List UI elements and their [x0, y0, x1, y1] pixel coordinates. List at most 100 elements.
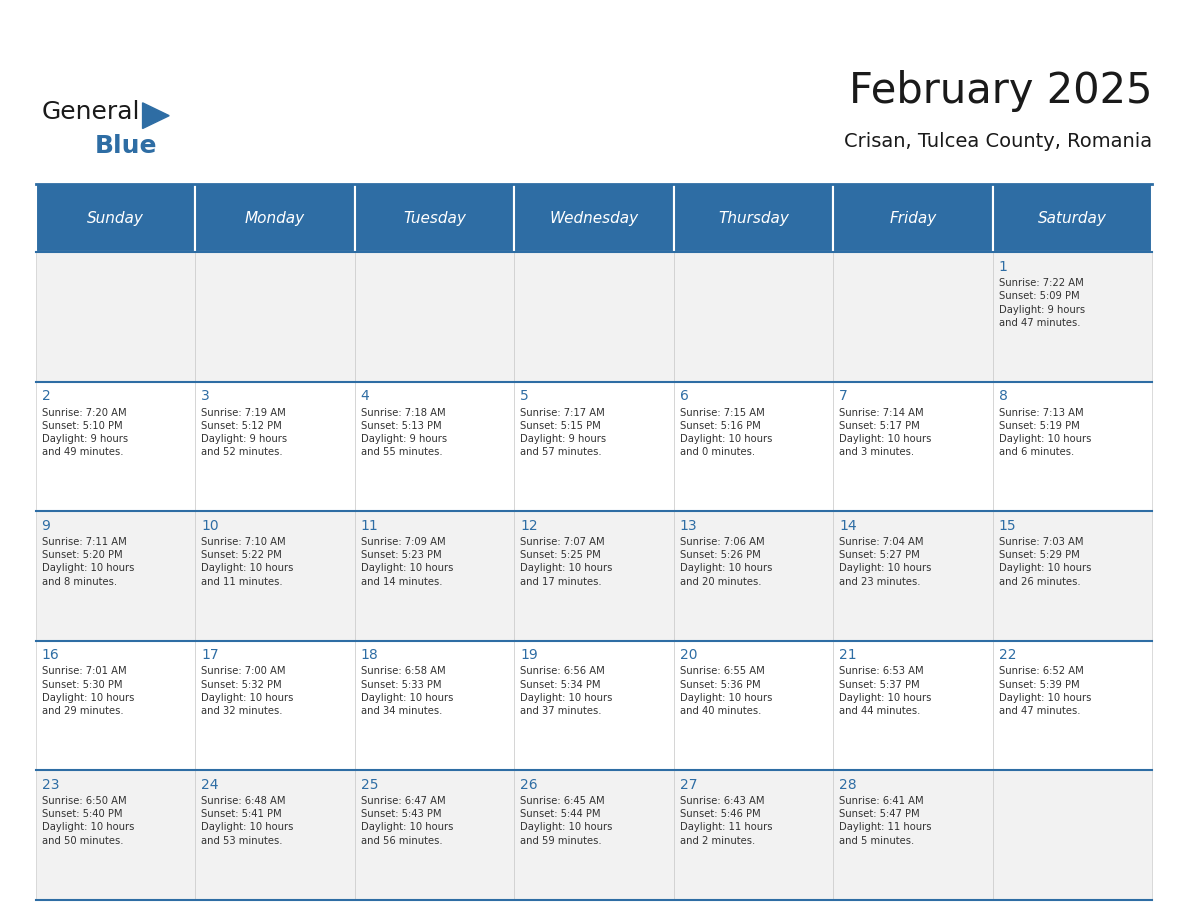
Bar — [355, 511, 514, 641]
Text: Sunrise: 6:53 AM
Sunset: 5:37 PM
Daylight: 10 hours
and 44 minutes.: Sunrise: 6:53 AM Sunset: 5:37 PM Dayligh… — [839, 666, 931, 716]
Text: Sunrise: 6:52 AM
Sunset: 5:39 PM
Daylight: 10 hours
and 47 minutes.: Sunrise: 6:52 AM Sunset: 5:39 PM Dayligh… — [999, 666, 1091, 716]
Bar — [833, 382, 993, 511]
Text: 14: 14 — [839, 519, 857, 532]
Text: Saturday: Saturday — [1038, 210, 1107, 226]
Text: Sunrise: 7:22 AM
Sunset: 5:09 PM
Daylight: 9 hours
and 47 minutes.: Sunrise: 7:22 AM Sunset: 5:09 PM Dayligh… — [999, 278, 1085, 328]
Bar — [355, 252, 514, 382]
Bar — [993, 184, 1152, 252]
Text: 19: 19 — [520, 648, 538, 662]
Text: Sunrise: 7:04 AM
Sunset: 5:27 PM
Daylight: 10 hours
and 23 minutes.: Sunrise: 7:04 AM Sunset: 5:27 PM Dayligh… — [839, 537, 931, 587]
Text: Sunrise: 7:10 AM
Sunset: 5:22 PM
Daylight: 10 hours
and 11 minutes.: Sunrise: 7:10 AM Sunset: 5:22 PM Dayligh… — [201, 537, 293, 587]
Bar — [674, 770, 833, 900]
Text: Sunrise: 7:03 AM
Sunset: 5:29 PM
Daylight: 10 hours
and 26 minutes.: Sunrise: 7:03 AM Sunset: 5:29 PM Dayligh… — [999, 537, 1091, 587]
Text: Sunrise: 7:11 AM
Sunset: 5:20 PM
Daylight: 10 hours
and 8 minutes.: Sunrise: 7:11 AM Sunset: 5:20 PM Dayligh… — [42, 537, 134, 587]
Text: Sunday: Sunday — [87, 210, 144, 226]
Bar — [355, 770, 514, 900]
Text: Sunrise: 6:56 AM
Sunset: 5:34 PM
Daylight: 10 hours
and 37 minutes.: Sunrise: 6:56 AM Sunset: 5:34 PM Dayligh… — [520, 666, 613, 716]
Text: Sunrise: 6:55 AM
Sunset: 5:36 PM
Daylight: 10 hours
and 40 minutes.: Sunrise: 6:55 AM Sunset: 5:36 PM Dayligh… — [680, 666, 772, 716]
Bar — [993, 382, 1152, 511]
Text: 7: 7 — [839, 389, 848, 403]
Text: Sunrise: 6:58 AM
Sunset: 5:33 PM
Daylight: 10 hours
and 34 minutes.: Sunrise: 6:58 AM Sunset: 5:33 PM Dayligh… — [361, 666, 453, 716]
Text: Sunrise: 7:14 AM
Sunset: 5:17 PM
Daylight: 10 hours
and 3 minutes.: Sunrise: 7:14 AM Sunset: 5:17 PM Dayligh… — [839, 408, 931, 457]
Bar — [833, 184, 993, 252]
Text: 11: 11 — [361, 519, 379, 532]
Bar — [36, 511, 195, 641]
Text: 13: 13 — [680, 519, 697, 532]
Text: Sunrise: 7:20 AM
Sunset: 5:10 PM
Daylight: 9 hours
and 49 minutes.: Sunrise: 7:20 AM Sunset: 5:10 PM Dayligh… — [42, 408, 127, 457]
Text: Sunrise: 7:13 AM
Sunset: 5:19 PM
Daylight: 10 hours
and 6 minutes.: Sunrise: 7:13 AM Sunset: 5:19 PM Dayligh… — [999, 408, 1091, 457]
Bar — [36, 184, 195, 252]
Text: 12: 12 — [520, 519, 538, 532]
Bar — [195, 511, 355, 641]
Bar — [674, 184, 833, 252]
Text: 27: 27 — [680, 778, 697, 791]
Text: 6: 6 — [680, 389, 689, 403]
Text: 16: 16 — [42, 648, 59, 662]
Text: 15: 15 — [999, 519, 1017, 532]
Text: 20: 20 — [680, 648, 697, 662]
Bar — [514, 252, 674, 382]
Text: 4: 4 — [361, 389, 369, 403]
Bar — [833, 252, 993, 382]
Bar — [514, 184, 674, 252]
Text: 23: 23 — [42, 778, 59, 791]
Text: General: General — [42, 100, 140, 124]
Text: 18: 18 — [361, 648, 379, 662]
Bar — [355, 641, 514, 770]
Text: 3: 3 — [201, 389, 210, 403]
Text: Monday: Monday — [245, 210, 305, 226]
Text: 17: 17 — [201, 648, 219, 662]
Text: 22: 22 — [999, 648, 1016, 662]
Text: Sunrise: 7:09 AM
Sunset: 5:23 PM
Daylight: 10 hours
and 14 minutes.: Sunrise: 7:09 AM Sunset: 5:23 PM Dayligh… — [361, 537, 453, 587]
Text: Sunrise: 7:19 AM
Sunset: 5:12 PM
Daylight: 9 hours
and 52 minutes.: Sunrise: 7:19 AM Sunset: 5:12 PM Dayligh… — [201, 408, 287, 457]
Bar — [355, 184, 514, 252]
Bar — [36, 770, 195, 900]
Text: Blue: Blue — [95, 134, 158, 158]
Bar — [674, 252, 833, 382]
Text: 21: 21 — [839, 648, 857, 662]
Text: Tuesday: Tuesday — [403, 210, 466, 226]
Bar — [36, 382, 195, 511]
Bar — [833, 641, 993, 770]
Bar — [514, 511, 674, 641]
Text: Friday: Friday — [890, 210, 936, 226]
Bar — [514, 770, 674, 900]
Text: Crisan, Tulcea County, Romania: Crisan, Tulcea County, Romania — [845, 131, 1152, 151]
Text: Sunrise: 6:45 AM
Sunset: 5:44 PM
Daylight: 10 hours
and 59 minutes.: Sunrise: 6:45 AM Sunset: 5:44 PM Dayligh… — [520, 796, 613, 845]
Text: Sunrise: 7:06 AM
Sunset: 5:26 PM
Daylight: 10 hours
and 20 minutes.: Sunrise: 7:06 AM Sunset: 5:26 PM Dayligh… — [680, 537, 772, 587]
Bar — [674, 511, 833, 641]
Bar — [993, 641, 1152, 770]
Bar — [993, 511, 1152, 641]
Polygon shape — [143, 103, 169, 129]
Text: 1: 1 — [999, 260, 1007, 274]
Text: Sunrise: 6:43 AM
Sunset: 5:46 PM
Daylight: 11 hours
and 2 minutes.: Sunrise: 6:43 AM Sunset: 5:46 PM Dayligh… — [680, 796, 772, 845]
Text: 9: 9 — [42, 519, 50, 532]
Text: Thursday: Thursday — [718, 210, 789, 226]
Bar — [195, 770, 355, 900]
Text: Sunrise: 7:01 AM
Sunset: 5:30 PM
Daylight: 10 hours
and 29 minutes.: Sunrise: 7:01 AM Sunset: 5:30 PM Dayligh… — [42, 666, 134, 716]
Bar — [514, 641, 674, 770]
Bar — [514, 382, 674, 511]
Text: Sunrise: 7:18 AM
Sunset: 5:13 PM
Daylight: 9 hours
and 55 minutes.: Sunrise: 7:18 AM Sunset: 5:13 PM Dayligh… — [361, 408, 447, 457]
Text: Sunrise: 6:48 AM
Sunset: 5:41 PM
Daylight: 10 hours
and 53 minutes.: Sunrise: 6:48 AM Sunset: 5:41 PM Dayligh… — [201, 796, 293, 845]
Bar — [36, 641, 195, 770]
Text: Sunrise: 7:17 AM
Sunset: 5:15 PM
Daylight: 9 hours
and 57 minutes.: Sunrise: 7:17 AM Sunset: 5:15 PM Dayligh… — [520, 408, 606, 457]
Bar — [195, 252, 355, 382]
Text: Wednesday: Wednesday — [549, 210, 639, 226]
Bar — [833, 770, 993, 900]
Bar — [355, 382, 514, 511]
Text: Sunrise: 6:41 AM
Sunset: 5:47 PM
Daylight: 11 hours
and 5 minutes.: Sunrise: 6:41 AM Sunset: 5:47 PM Dayligh… — [839, 796, 931, 845]
Bar — [195, 184, 355, 252]
Bar — [195, 641, 355, 770]
Text: 26: 26 — [520, 778, 538, 791]
Text: Sunrise: 6:47 AM
Sunset: 5:43 PM
Daylight: 10 hours
and 56 minutes.: Sunrise: 6:47 AM Sunset: 5:43 PM Dayligh… — [361, 796, 453, 845]
Text: Sunrise: 6:50 AM
Sunset: 5:40 PM
Daylight: 10 hours
and 50 minutes.: Sunrise: 6:50 AM Sunset: 5:40 PM Dayligh… — [42, 796, 134, 845]
Text: 2: 2 — [42, 389, 50, 403]
Bar — [195, 382, 355, 511]
Text: Sunrise: 7:07 AM
Sunset: 5:25 PM
Daylight: 10 hours
and 17 minutes.: Sunrise: 7:07 AM Sunset: 5:25 PM Dayligh… — [520, 537, 613, 587]
Text: Sunrise: 7:15 AM
Sunset: 5:16 PM
Daylight: 10 hours
and 0 minutes.: Sunrise: 7:15 AM Sunset: 5:16 PM Dayligh… — [680, 408, 772, 457]
Bar — [833, 511, 993, 641]
Bar — [36, 252, 195, 382]
Text: 10: 10 — [201, 519, 219, 532]
Text: 25: 25 — [361, 778, 378, 791]
